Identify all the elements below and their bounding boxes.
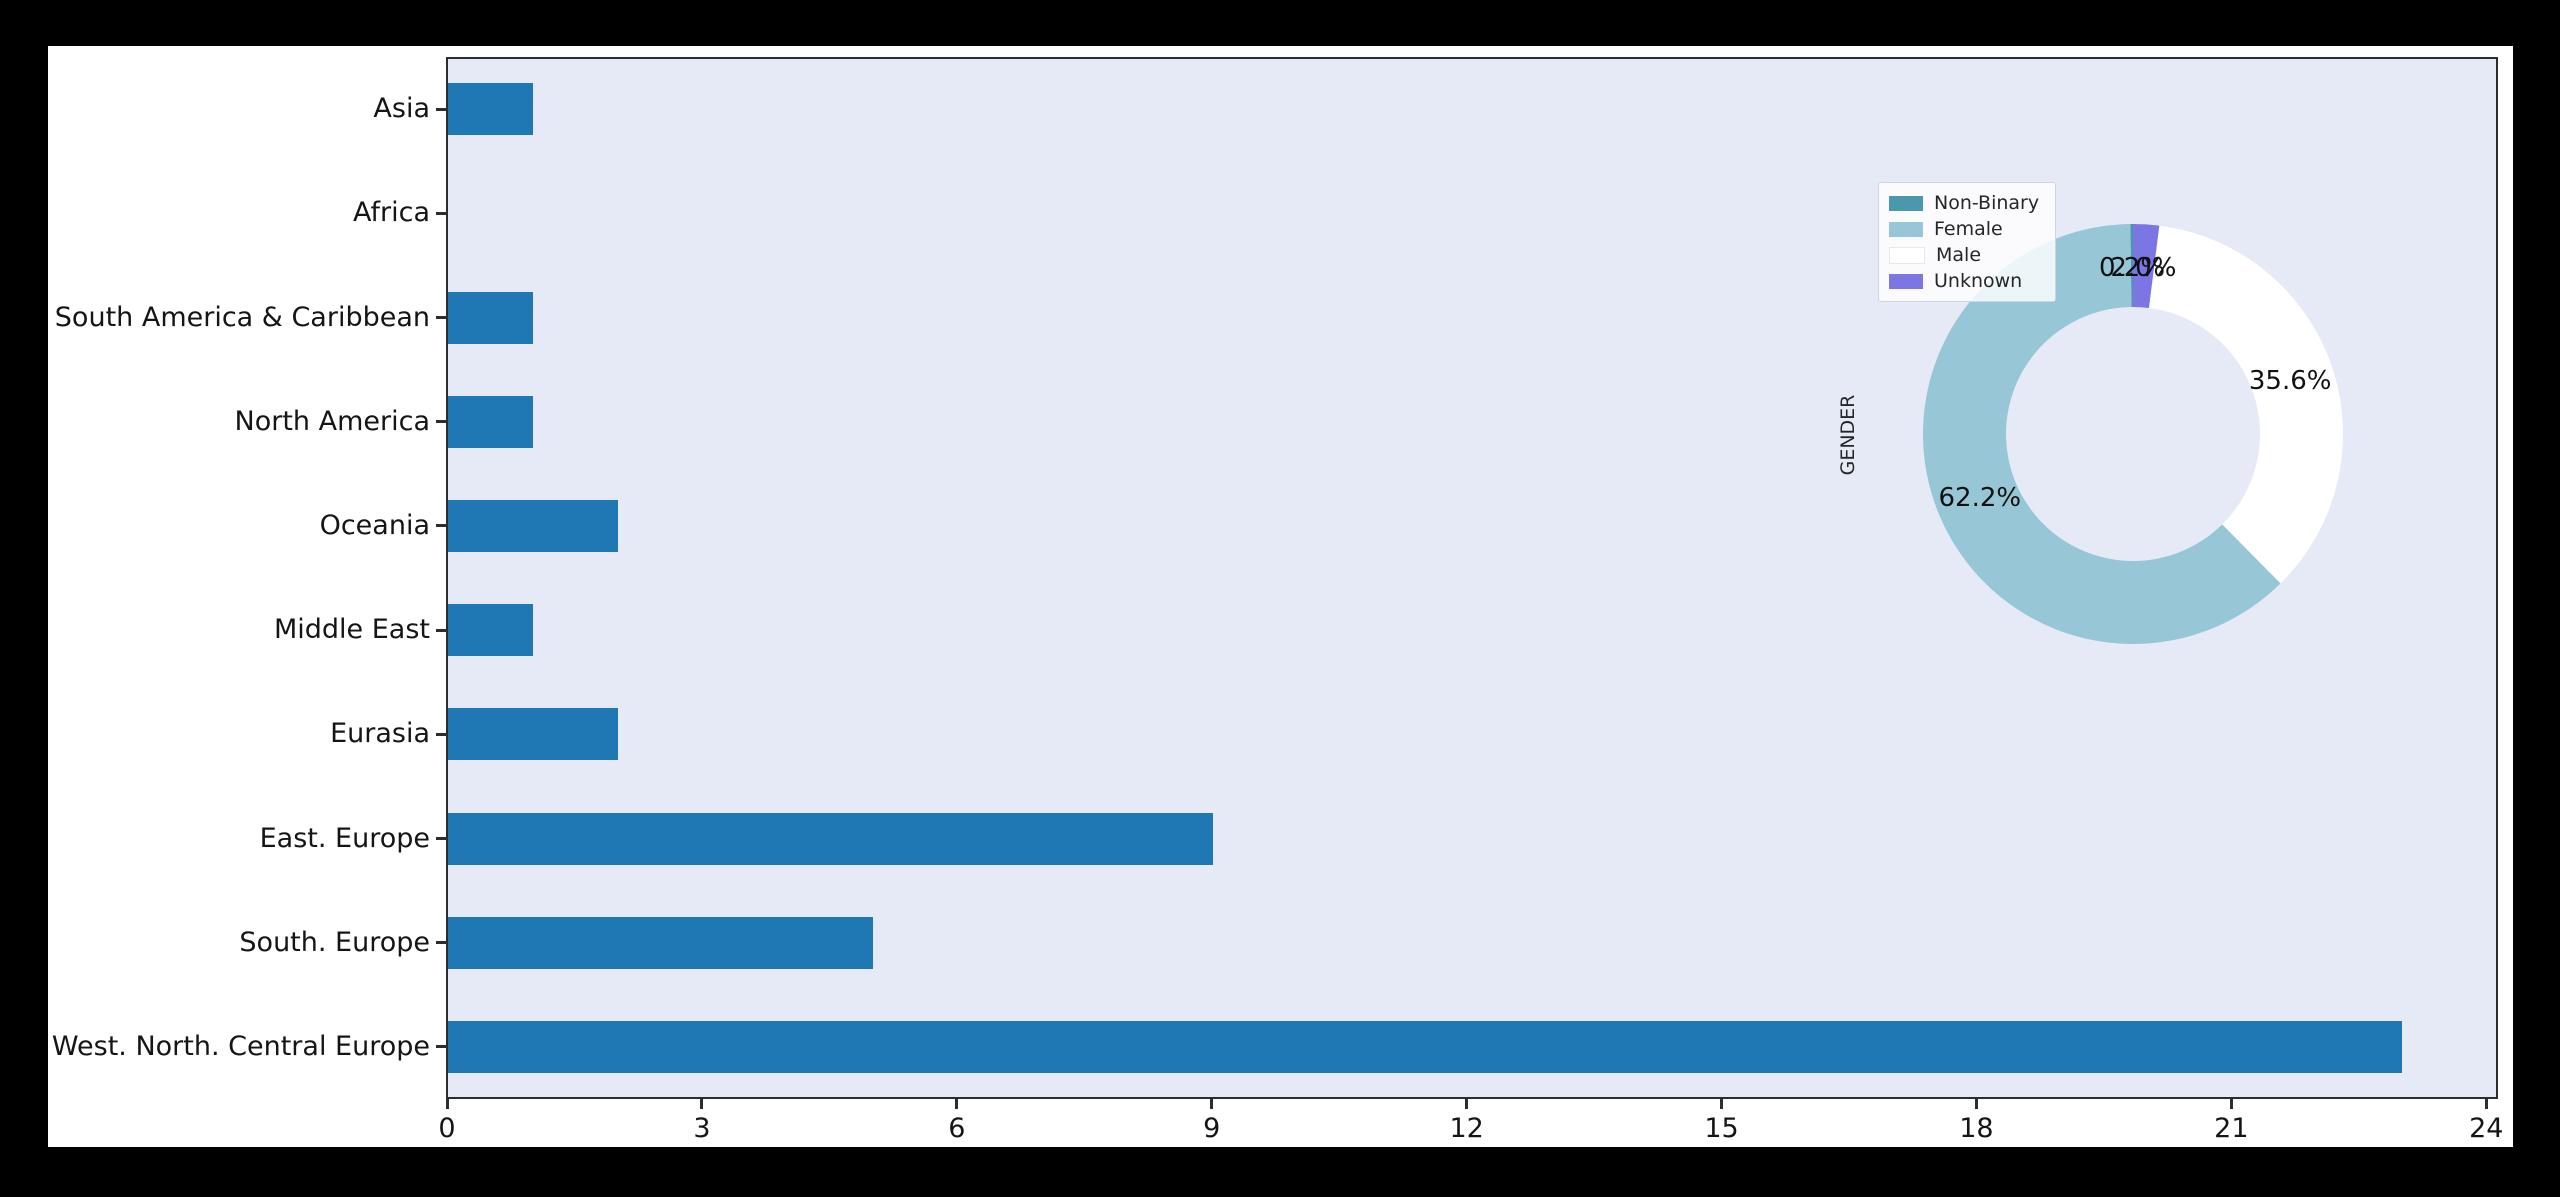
legend-label-male: Male (1936, 244, 1982, 266)
legend-item-male: Male (1889, 242, 2045, 268)
gender-legend: Non-Binary Female Male Unknown (1878, 182, 2056, 302)
y-label-oceania: Oceania (319, 509, 430, 541)
y-label-west-north-central-europe: West. North. Central Europe (51, 1030, 430, 1062)
x-tick-label-0: 0 (438, 1113, 456, 1144)
y-tickmark (436, 107, 446, 111)
legend-swatch-male (1889, 246, 1925, 264)
bar-north-america (448, 395, 533, 448)
x-tickmark-24 (2484, 1099, 2488, 1109)
legend-label-unknown: Unknown (1934, 270, 2023, 292)
y-tickmark (436, 941, 446, 945)
bar-eurasia (448, 708, 618, 761)
y-label-south-europe: South. Europe (239, 926, 430, 958)
pct-label-female: 62.2% (1938, 483, 2022, 513)
bar-south-america-caribbean (448, 291, 533, 344)
x-tickmark-21 (2229, 1099, 2233, 1109)
x-tickmark-18 (1974, 1099, 1978, 1109)
legend-item-unknown: Unknown (1889, 268, 2045, 294)
y-tickmark (436, 1045, 446, 1049)
bar-east-europe (448, 812, 1213, 865)
x-tickmark-9 (1210, 1099, 1214, 1109)
legend-label-female: Female (1934, 218, 2003, 240)
bar-west-north-central-europe (448, 1020, 2403, 1073)
y-tickmark (436, 420, 446, 424)
bar-asia (448, 83, 533, 136)
legend-label-non-binary: Non-Binary (1934, 192, 2040, 214)
y-tickmark (436, 837, 446, 840)
y-tickmark (436, 524, 446, 528)
x-tickmark-15 (1720, 1099, 1724, 1109)
x-tick-label-21: 21 (2214, 1113, 2249, 1144)
x-tick-label-15: 15 (1704, 1113, 1739, 1144)
y-tickmark (436, 316, 446, 319)
y-tickmark (436, 732, 446, 736)
y-label-asia: Asia (373, 93, 430, 125)
pct-label-non-binary: 0.2% (2098, 253, 2166, 283)
pct-label-unknown: 2.0% (2110, 253, 2177, 284)
y-label-north-america: North America (234, 405, 430, 437)
gender-axis-label: GENDER (1837, 394, 1859, 476)
y-label-africa: Africa (352, 197, 430, 229)
y-label-eurasia: Eurasia (330, 718, 430, 750)
legend-item-female: Female (1889, 216, 2045, 242)
chart-figure: Asia Africa South America & Caribbean North… (48, 46, 2513, 1147)
x-tickmark-0 (445, 1099, 449, 1109)
x-tick-label-12: 12 (1449, 1113, 1484, 1144)
x-tick-label-18: 18 (1959, 1113, 1994, 1144)
donut-slice-unknown (2133, 224, 2160, 308)
y-tickmark (436, 211, 446, 215)
bar-middle-east (448, 604, 533, 657)
legend-swatch-female (1889, 221, 1923, 237)
donut-slice-non-binary (2130, 224, 2133, 308)
x-tick-label-6: 6 (948, 1113, 966, 1144)
x-tick-label-9: 9 (1203, 1113, 1221, 1144)
donut-slice-male (2148, 225, 2343, 584)
bar-oceania (448, 499, 618, 552)
y-label-middle-east: Middle East (273, 614, 430, 646)
x-tickmark-12 (1465, 1099, 1469, 1109)
gender-donut-chart (1922, 224, 2343, 645)
pct-label-male: 35.6% (2248, 365, 2332, 396)
donut-slice-female (1922, 224, 2281, 645)
x-tick-label-3: 3 (693, 1113, 711, 1144)
legend-item-non-binary: Non-Binary (1889, 190, 2045, 216)
legend-swatch-non-binary (1889, 195, 1923, 211)
x-tickmark-3 (700, 1099, 704, 1109)
y-label-south-america-caribbean: South America & Caribbean (54, 301, 430, 333)
x-tickmark-6 (955, 1099, 959, 1109)
bar-south-europe (448, 916, 873, 969)
x-tick-label-24: 24 (2469, 1113, 2504, 1144)
y-tickmark (436, 628, 446, 632)
y-label-east-europe: East. Europe (259, 822, 430, 854)
legend-swatch-unknown (1889, 273, 1923, 289)
